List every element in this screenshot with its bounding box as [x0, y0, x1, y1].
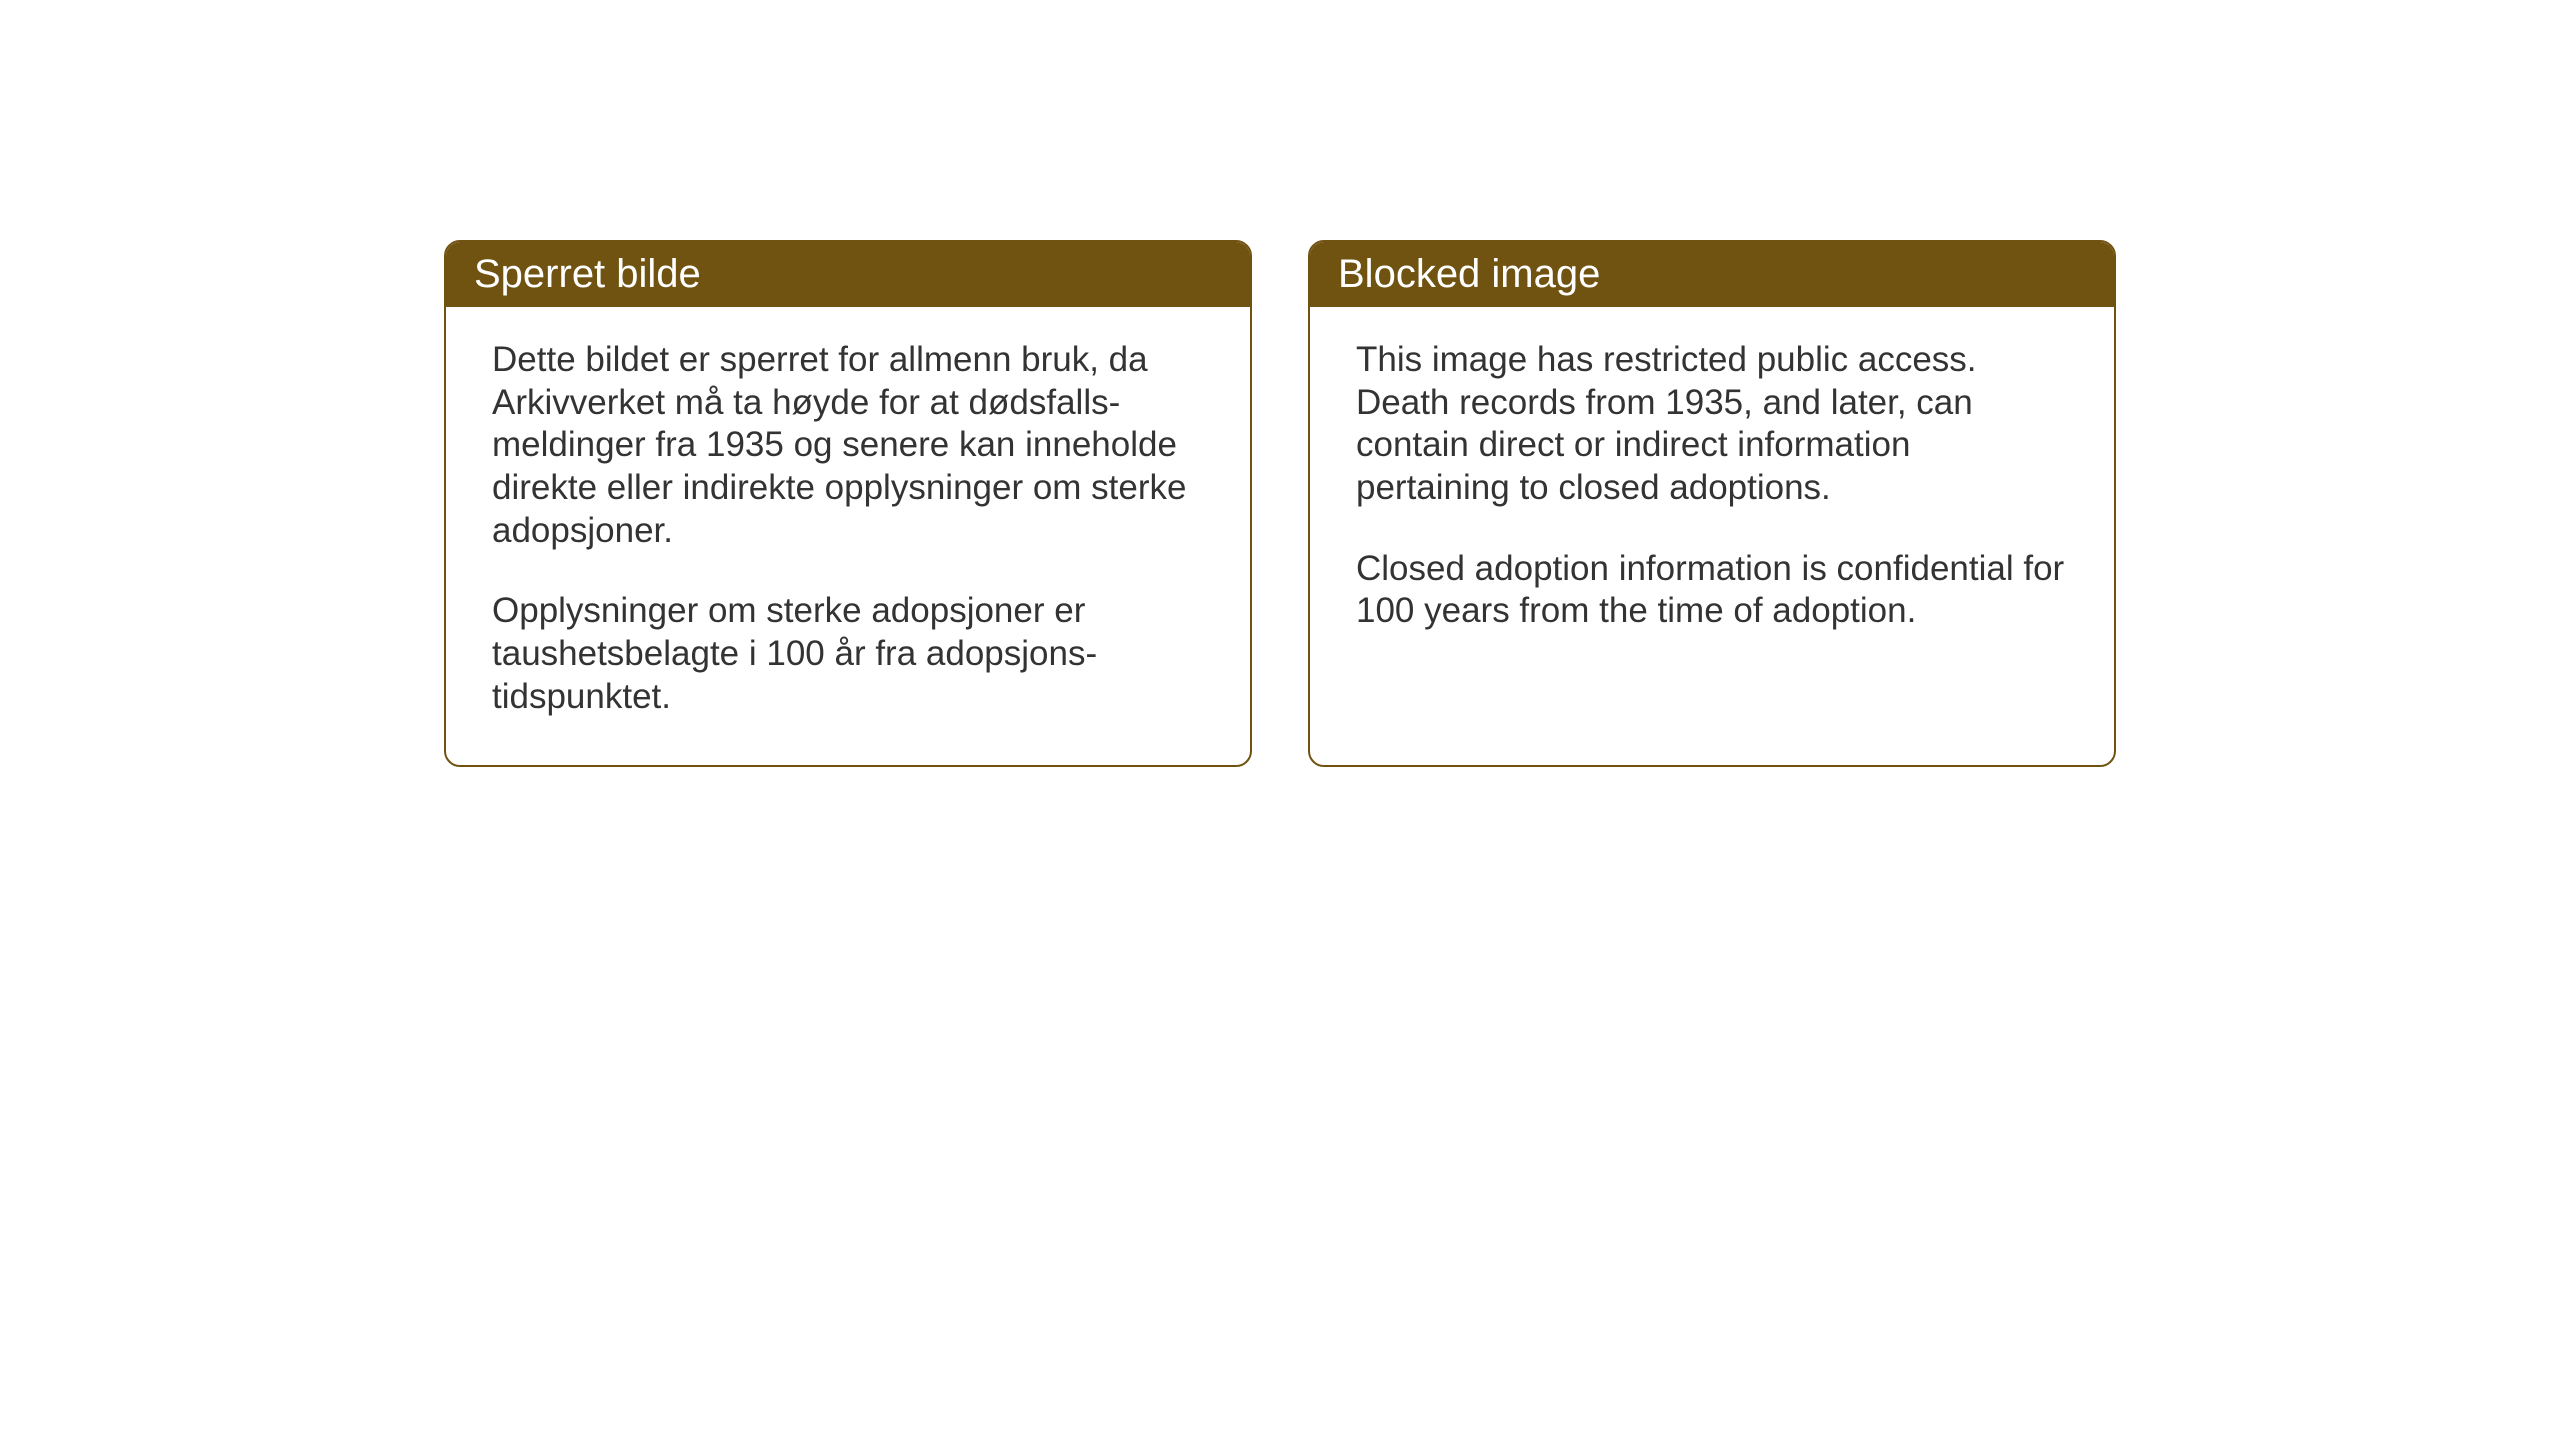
card-header-norwegian: Sperret bilde	[446, 242, 1250, 307]
notice-card-english: Blocked image This image has restricted …	[1308, 240, 2116, 767]
card-header-english: Blocked image	[1310, 242, 2114, 307]
paragraph-1-norwegian: Dette bildet er sperret for allmenn bruk…	[492, 339, 1204, 552]
paragraph-2-english: Closed adoption information is confident…	[1356, 548, 2068, 633]
notice-card-norwegian: Sperret bilde Dette bildet er sperret fo…	[444, 240, 1252, 767]
card-title-english: Blocked image	[1338, 252, 1600, 296]
card-title-norwegian: Sperret bilde	[474, 252, 701, 296]
paragraph-1-english: This image has restricted public access.…	[1356, 339, 2068, 510]
card-body-norwegian: Dette bildet er sperret for allmenn bruk…	[446, 307, 1250, 765]
card-body-english: This image has restricted public access.…	[1310, 307, 2114, 679]
notice-container: Sperret bilde Dette bildet er sperret fo…	[444, 240, 2116, 767]
paragraph-2-norwegian: Opplysninger om sterke adopsjoner er tau…	[492, 590, 1204, 718]
